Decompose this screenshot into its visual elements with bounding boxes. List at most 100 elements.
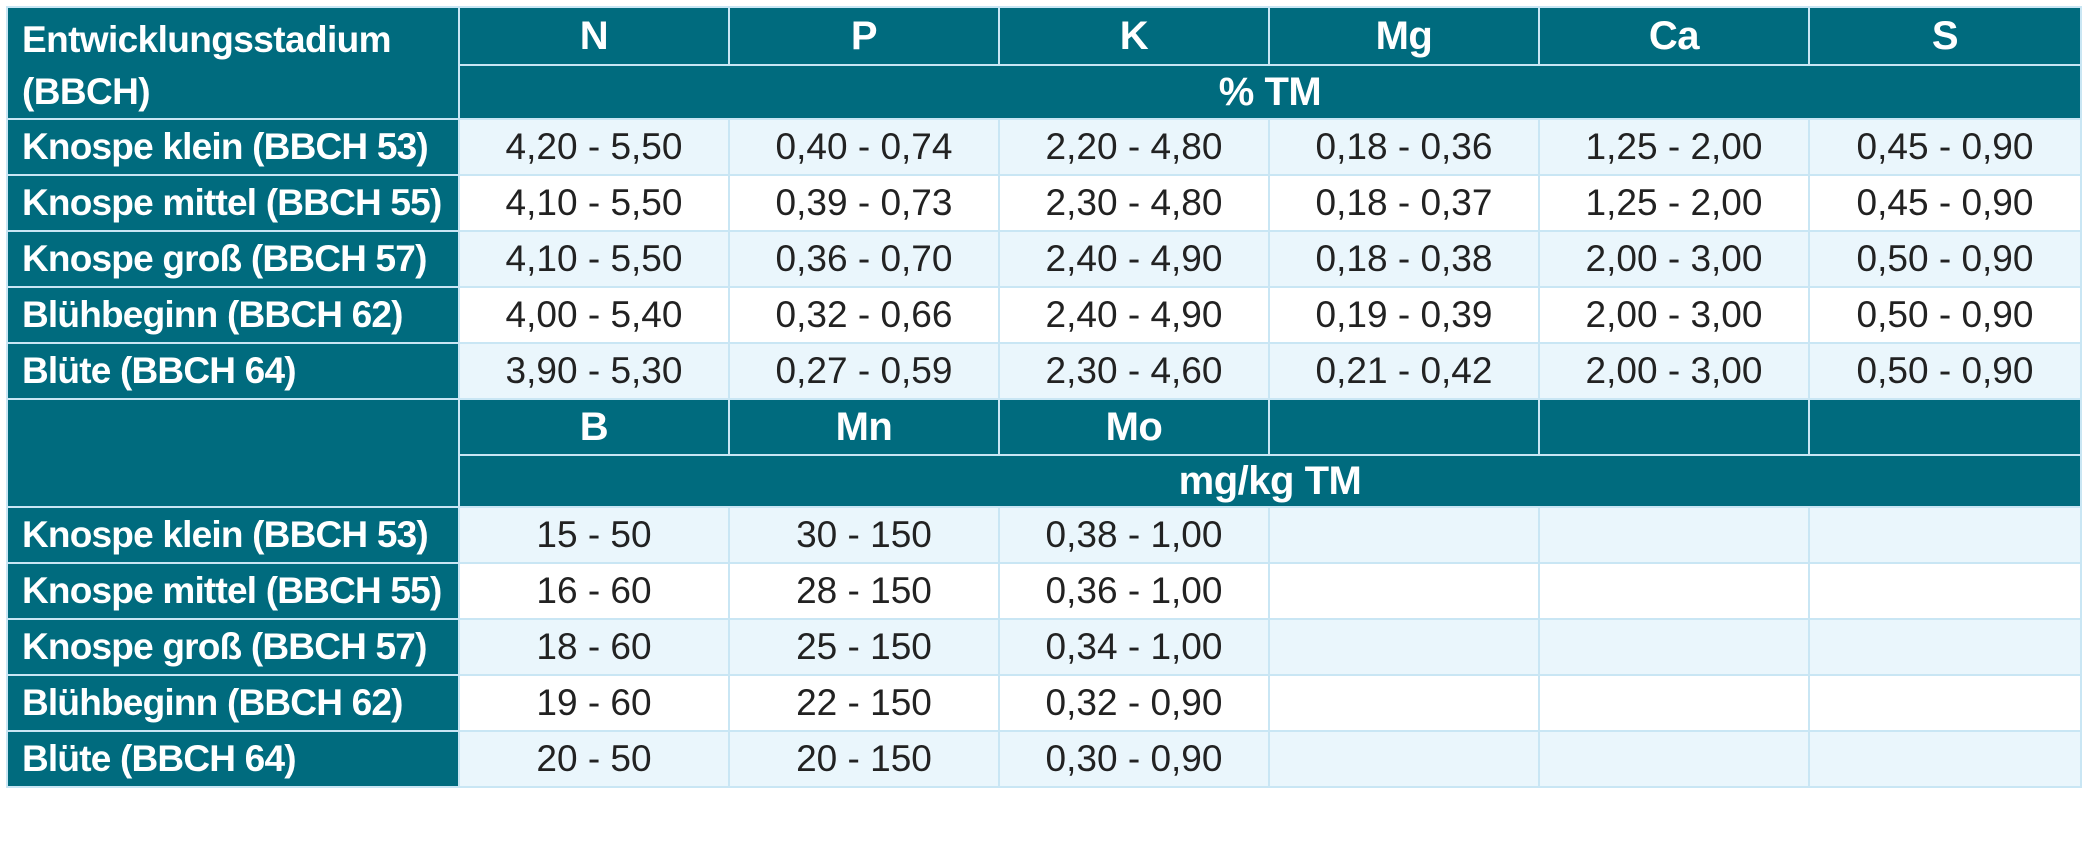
value-cell: 2,00 - 3,00 (1538, 230, 1810, 288)
nutrient-header: K (998, 5, 1270, 67)
value-cell (1808, 618, 2082, 676)
value-cell: 18 - 60 (458, 618, 730, 676)
unit-label: % TM (458, 64, 2082, 120)
value-cell: 19 - 60 (458, 674, 730, 732)
stage-label: Blüte (BBCH 64) (6, 730, 460, 788)
nutrient-header: Ca (1538, 5, 1810, 67)
table-row: Knospe mittel (BBCH 55) 16 - 60 28 - 150… (6, 562, 2082, 620)
value-cell (1268, 506, 1540, 564)
nutrient-header: P (728, 5, 1000, 67)
table-row: Knospe groß (BBCH 57) 18 - 60 25 - 150 0… (6, 618, 2082, 676)
table-row: Blüte (BBCH 64) 3,90 - 5,30 0,27 - 0,59 … (6, 342, 2082, 400)
stage-label: Blühbeginn (BBCH 62) (6, 286, 460, 344)
value-cell: 30 - 150 (728, 506, 1000, 564)
table-row: Blühbeginn (BBCH 62) 19 - 60 22 - 150 0,… (6, 674, 2082, 732)
value-cell: 0,45 - 0,90 (1808, 174, 2082, 232)
value-cell: 0,18 - 0,38 (1268, 230, 1540, 288)
value-cell: 1,25 - 2,00 (1538, 118, 1810, 176)
value-cell: 0,21 - 0,42 (1268, 342, 1540, 400)
unit-label: mg/kg TM (458, 454, 2082, 508)
value-cell: 0,18 - 0,36 (1268, 118, 1540, 176)
value-cell: 4,20 - 5,50 (458, 118, 730, 176)
value-cell: 0,40 - 0,74 (728, 118, 1000, 176)
nutrient-header: Mn (728, 398, 1000, 456)
value-cell (1538, 674, 1810, 732)
value-cell: 28 - 150 (728, 562, 1000, 620)
stage-column-header: Entwicklungsstadium (BBCH) (6, 6, 460, 120)
value-cell: 2,40 - 4,90 (998, 230, 1270, 288)
section2-corner (6, 398, 460, 508)
value-cell: 4,10 - 5,50 (458, 174, 730, 232)
stage-label: Knospe groß (BBCH 57) (6, 618, 460, 676)
table-row: Knospe klein (BBCH 53) 15 - 50 30 - 150 … (6, 506, 2082, 564)
value-cell: 22 - 150 (728, 674, 1000, 732)
section2-unit-row: mg/kg TM (7, 454, 2082, 508)
value-cell: 20 - 50 (458, 730, 730, 788)
value-cell: 0,38 - 1,00 (998, 506, 1270, 564)
value-cell (1268, 674, 1540, 732)
stage-label: Knospe klein (BBCH 53) (6, 118, 460, 176)
stage-label: Blühbeginn (BBCH 62) (6, 674, 460, 732)
value-cell: 1,25 - 2,00 (1538, 174, 1810, 232)
table-row: Blühbeginn (BBCH 62) 4,00 - 5,40 0,32 - … (6, 286, 2082, 344)
table-row: Knospe groß (BBCH 57) 4,10 - 5,50 0,36 -… (6, 230, 2082, 288)
value-cell: 2,00 - 3,00 (1538, 286, 1810, 344)
value-cell: 0,36 - 0,70 (728, 230, 1000, 288)
nutrient-header (1268, 398, 1540, 456)
value-cell (1808, 562, 2082, 620)
nutrient-header: B (458, 398, 730, 456)
value-cell: 20 - 150 (728, 730, 1000, 788)
value-cell: 2,40 - 4,90 (998, 286, 1270, 344)
value-cell: 0,36 - 1,00 (998, 562, 1270, 620)
value-cell: 0,39 - 0,73 (728, 174, 1000, 232)
value-cell (1808, 730, 2082, 788)
value-cell: 2,20 - 4,80 (998, 118, 1270, 176)
value-cell (1268, 618, 1540, 676)
value-cell: 0,32 - 0,90 (998, 674, 1270, 732)
stage-label: Knospe mittel (BBCH 55) (6, 562, 460, 620)
value-cell (1538, 562, 1810, 620)
table-row: Knospe klein (BBCH 53) 4,20 - 5,50 0,40 … (6, 118, 2082, 176)
value-cell (1538, 506, 1810, 564)
value-cell: 0,45 - 0,90 (1808, 118, 2082, 176)
value-cell: 15 - 50 (458, 506, 730, 564)
nutrient-header: Mo (998, 398, 1270, 456)
value-cell: 2,30 - 4,60 (998, 342, 1270, 400)
value-cell: 2,30 - 4,80 (998, 174, 1270, 232)
value-cell: 0,30 - 0,90 (998, 730, 1270, 788)
value-cell: 4,00 - 5,40 (458, 286, 730, 344)
stage-label: Knospe klein (BBCH 53) (6, 506, 460, 564)
nutrient-header: N (458, 5, 730, 67)
value-cell: 0,32 - 0,66 (728, 286, 1000, 344)
value-cell: 0,50 - 0,90 (1808, 342, 2082, 400)
value-cell: 4,10 - 5,50 (458, 230, 730, 288)
value-cell (1538, 730, 1810, 788)
value-cell: 0,18 - 0,37 (1268, 174, 1540, 232)
nutrient-header (1538, 398, 1810, 456)
value-cell: 0,27 - 0,59 (728, 342, 1000, 400)
section1-nutrient-header-row: Entwicklungsstadium (BBCH) N P K Mg Ca S (6, 5, 2082, 120)
nutrient-header: Mg (1268, 5, 1540, 67)
table-row: Knospe mittel (BBCH 55) 4,10 - 5,50 0,39… (6, 174, 2082, 232)
section2-nutrient-header-row: B Mn Mo (6, 398, 2082, 508)
nutrient-table-container: Entwicklungsstadium (BBCH) N P K Mg Ca S… (6, 5, 2082, 788)
value-cell: 0,34 - 1,00 (998, 618, 1270, 676)
value-cell (1808, 506, 2082, 564)
table-row: Blüte (BBCH 64) 20 - 50 20 - 150 0,30 - … (6, 730, 2082, 788)
stage-label: Blüte (BBCH 64) (6, 342, 460, 400)
nutrient-reference-table: Entwicklungsstadium (BBCH) N P K Mg Ca S… (6, 5, 2082, 788)
stage-label: Knospe groß (BBCH 57) (6, 230, 460, 288)
value-cell: 2,00 - 3,00 (1538, 342, 1810, 400)
stage-label: Knospe mittel (BBCH 55) (6, 174, 460, 232)
value-cell: 25 - 150 (728, 618, 1000, 676)
value-cell (1268, 730, 1540, 788)
value-cell (1268, 562, 1540, 620)
value-cell: 3,90 - 5,30 (458, 342, 730, 400)
value-cell (1808, 674, 2082, 732)
nutrient-header (1808, 398, 2082, 456)
value-cell: 0,19 - 0,39 (1268, 286, 1540, 344)
value-cell: 16 - 60 (458, 562, 730, 620)
value-cell: 0,50 - 0,90 (1808, 230, 2082, 288)
value-cell (1538, 618, 1810, 676)
nutrient-header: S (1808, 5, 2082, 67)
